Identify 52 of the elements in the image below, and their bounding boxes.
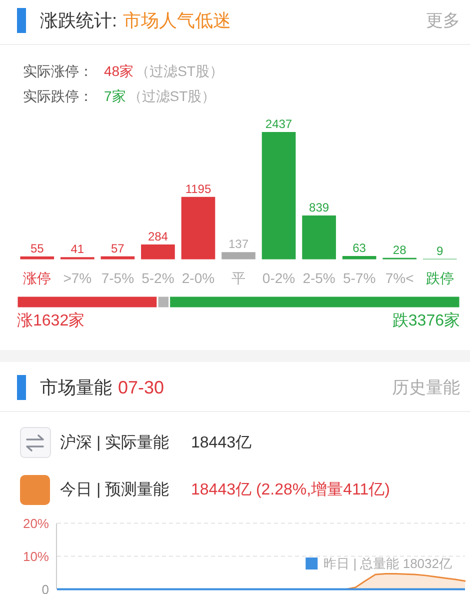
data-label: 839 [309, 200, 330, 214]
data-label: 28 [392, 242, 407, 257]
data-label: 2437 [265, 117, 292, 131]
data-label: 9 [436, 244, 444, 258]
bar [262, 132, 296, 260]
x-tick-label: 2-5% [302, 270, 336, 286]
x-tick-label: >7% [63, 270, 92, 286]
x-tick-label: 5-2% [142, 270, 174, 286]
bar [342, 256, 376, 260]
data-label: 55 [30, 241, 44, 256]
text: 历史量能 [392, 378, 460, 397]
y-tick-label: 0 [42, 582, 49, 594]
text: 沪深 | 实际量能 [60, 434, 170, 452]
text: 48家 [104, 63, 134, 79]
text: 更多 [426, 11, 460, 30]
data-label: 41 [70, 242, 84, 256]
bar [100, 256, 135, 260]
bar [181, 196, 216, 260]
bar [20, 256, 54, 260]
data-label: 1195 [185, 182, 212, 196]
x-tick-label: 涨停 [23, 270, 52, 286]
text: （过滤ST股） [136, 63, 224, 79]
data-label: 284 [148, 229, 168, 244]
data-label: 涨1632家 [17, 312, 85, 330]
text: 7家 [104, 88, 126, 104]
bar [302, 215, 336, 260]
y-tick-label: 20% [22, 516, 50, 531]
data-label: 63 [352, 241, 366, 256]
chart-subtitle: 07-30 [118, 378, 164, 398]
chart-title: 市场量能 [40, 378, 112, 398]
data-label: 57 [111, 241, 125, 256]
x-tick-label: 7%< [385, 270, 414, 286]
text: （过滤ST股） [128, 88, 216, 104]
text: 实际涨停： [23, 63, 93, 79]
chart-title: 涨跌统计: [40, 10, 118, 30]
text: 18443亿 (2.28%,增量411亿) [191, 482, 390, 498]
data-label: 跌3376家 [392, 312, 460, 330]
x-tick-label: 0-2% [262, 270, 296, 286]
y-tick-label: 10% [22, 548, 50, 564]
x-tick-label: 平 [232, 270, 246, 286]
text: 实际跌停： [23, 88, 93, 104]
x-tick-label: 5-7% [342, 270, 376, 286]
text: 18443亿 [191, 434, 252, 452]
data-label: 137 [228, 237, 249, 252]
x-tick-label: 7-5% [101, 270, 134, 286]
chart-subtitle: 市场人气低迷 [123, 10, 232, 30]
legend-label: 今日 | 预测量能 [60, 480, 170, 498]
x-tick-label: 跌停 [426, 270, 454, 286]
x-tick-label: 2-0% [182, 270, 215, 286]
bar [222, 252, 256, 260]
legend-label: 昨日 | 总量能 18032亿 [324, 556, 452, 571]
bar [141, 244, 175, 260]
